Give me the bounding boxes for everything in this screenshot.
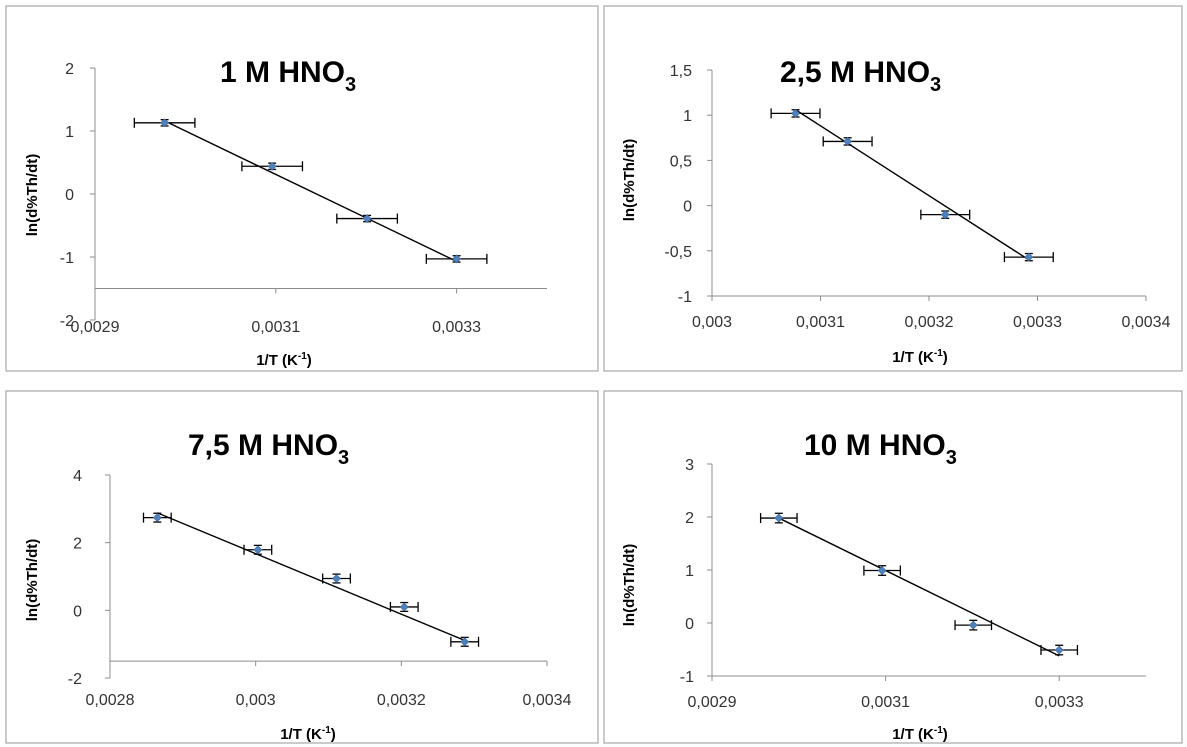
y-tick-label: -1 — [680, 669, 694, 686]
x-tick-label: 0,0029 — [688, 694, 737, 711]
x-tick-label: 0,0033 — [1035, 694, 1084, 711]
data-point — [843, 136, 853, 146]
trend-line — [778, 517, 1060, 657]
y-tick-label: 0 — [683, 199, 692, 216]
trend-line — [795, 109, 1030, 261]
x-tick-label: 0,0031 — [251, 319, 300, 336]
data-point — [267, 161, 277, 171]
data-point — [1024, 252, 1034, 262]
title-subscript-2: 3 — [930, 74, 941, 96]
data-point — [460, 637, 470, 647]
y-tick-label: -1 — [678, 289, 692, 306]
chart-title-3: 7,5 M HNO3 — [188, 429, 349, 469]
y-tick-label: 1,5 — [670, 63, 692, 80]
trend-line — [157, 512, 465, 642]
x-tick-label: 0,0033 — [1013, 314, 1062, 331]
y-axis-title-1: ln(d%Th/dt) — [24, 154, 41, 236]
data-point — [774, 513, 784, 523]
x-tick-label: 0,0033 — [432, 319, 481, 336]
data-point — [152, 513, 162, 523]
chart-3: -2 0 2 4 0,0028 0,003 0,0032 0,0034 — [68, 468, 572, 709]
data-point — [940, 210, 950, 220]
x-axis-title-1: 1/T (K-1) — [256, 351, 312, 369]
y-tick-label: 0 — [685, 616, 694, 633]
x-tick-label: 0,003 — [692, 314, 732, 331]
x-tick-label: 0,0028 — [86, 692, 135, 709]
data-point — [877, 566, 887, 575]
title-subscript-1: 3 — [345, 74, 356, 96]
x-tick-label: 0,0032 — [905, 314, 954, 331]
y-tick-label: 3 — [685, 457, 694, 474]
chart-title-2: 2,5 M HNO3 — [780, 56, 941, 96]
x-tick-label: 0,0031 — [861, 694, 910, 711]
data-point — [332, 574, 341, 583]
x-tick-label: 0,0029 — [71, 319, 120, 336]
data-point — [253, 545, 263, 555]
y-tick-label: 0 — [73, 603, 82, 620]
y-tick-label: 2 — [73, 536, 82, 553]
x-tick-label: 0,0032 — [377, 692, 426, 709]
chart-title-1: 1 M HNO3 — [220, 56, 356, 96]
x-axis-title-4: 1/T (K-1) — [892, 725, 948, 743]
panel-frame-1 — [5, 5, 599, 372]
title-subscript-3: 3 — [338, 447, 349, 469]
y-tick-label: 0 — [65, 187, 74, 204]
x-axis-title-2: 1/T (K-1) — [892, 348, 948, 366]
y-tick-label: 4 — [73, 468, 82, 485]
y-tick-label: -1 — [60, 250, 74, 267]
data-point — [160, 118, 170, 128]
data-point — [1054, 645, 1064, 655]
y-tick-label: 1 — [683, 108, 692, 125]
y-tick-label: 1 — [685, 563, 694, 580]
y-tick-label: 0,5 — [670, 153, 692, 170]
chart-title-4: 10 M HNO3 — [804, 429, 957, 469]
x-tick-label: 0,0034 — [1122, 314, 1171, 331]
chart-4: -1 0 1 2 3 0,0029 0,0031 0,0033 — [680, 457, 1146, 711]
x-tick-label: 0,0034 — [523, 692, 572, 709]
y-tick-label: 2 — [685, 510, 694, 527]
panel-frame-4 — [603, 390, 1183, 744]
y-axis-title-4: ln(d%Th/dt) — [621, 544, 638, 626]
x-tick-label: 0,0031 — [796, 314, 845, 331]
x-axis-title-3: 1/T (K-1) — [280, 725, 336, 743]
chart-1: -2 -1 0 1 2 0,0029 0,0031 0,0033 — [60, 61, 547, 336]
data-point — [399, 602, 409, 612]
y-tick-label: -2 — [60, 313, 74, 330]
panel-frame-3 — [5, 390, 599, 744]
chart-2: -1 -0,5 0 0,5 1 1,5 0,003 0,0031 0,0032 0,0033 0,0… — [664, 63, 1170, 331]
panel-frame-2 — [603, 5, 1183, 372]
y-axis-title-2: ln(d%Th/dt) — [621, 139, 638, 221]
x-tick-label: 0,003 — [236, 692, 276, 709]
data-point — [452, 254, 462, 264]
title-subscript-4: 3 — [946, 447, 957, 469]
data-point — [968, 620, 978, 630]
y-tick-label: -2 — [68, 671, 82, 688]
y-tick-label: 1 — [65, 124, 74, 141]
data-point — [791, 108, 800, 118]
trend-line — [164, 120, 457, 263]
y-axis-title-3: ln(d%Th/dt) — [24, 539, 41, 621]
data-point — [362, 214, 372, 223]
y-tick-label: -0,5 — [664, 244, 692, 261]
y-tick-label: 2 — [65, 61, 74, 78]
